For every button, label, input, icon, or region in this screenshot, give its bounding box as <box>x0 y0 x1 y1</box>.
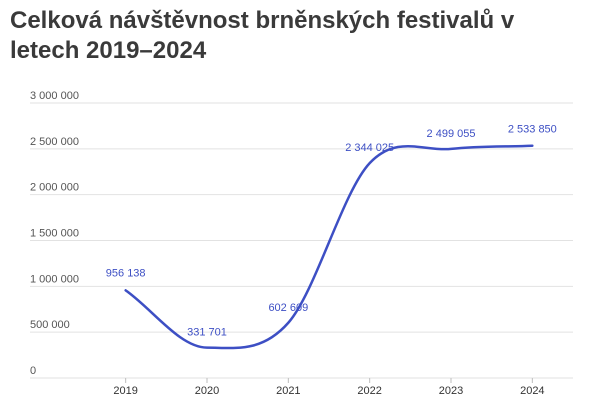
y-tick-label: 0 <box>30 365 36 377</box>
x-tick-label: 2019 <box>113 385 137 397</box>
y-tick-label: 1 000 000 <box>30 273 79 285</box>
y-tick-label: 500 000 <box>30 319 70 331</box>
gridlines <box>30 102 573 379</box>
data-label: 956 138 <box>106 267 146 279</box>
y-tick-label: 3 000 000 <box>30 90 79 102</box>
series-path <box>124 144 534 350</box>
x-tick-label: 2022 <box>357 385 381 397</box>
data-label: 602 609 <box>268 302 308 314</box>
x-tick-label: 2021 <box>276 385 300 397</box>
x-tick-label: 2023 <box>439 385 463 397</box>
y-tick-label: 1 500 000 <box>30 228 79 240</box>
x-tick-label: 2024 <box>520 385 544 397</box>
x-tick-label: 2020 <box>195 385 219 397</box>
data-label: 2 344 025 <box>345 142 394 154</box>
data-label: 2 533 850 <box>508 124 557 136</box>
chart-title: Celková návštěvnost brněnských festivalů… <box>10 7 515 64</box>
series-line <box>124 144 534 350</box>
data-label: 2 499 055 <box>427 128 476 140</box>
data-labels: 956 138 331 701 602 609 2 344 025 2 499 055 2… <box>106 124 557 339</box>
x-axis: 2019 2020 2021 2022 2023 2024 <box>113 378 545 397</box>
y-tick-label: 2 000 000 <box>30 182 79 194</box>
y-axis: 0 500 000 1 000 000 1 500 000 2 000 000 2 500… <box>30 90 79 377</box>
data-label: 331 701 <box>187 327 227 339</box>
y-tick-label: 2 500 000 <box>30 136 79 148</box>
